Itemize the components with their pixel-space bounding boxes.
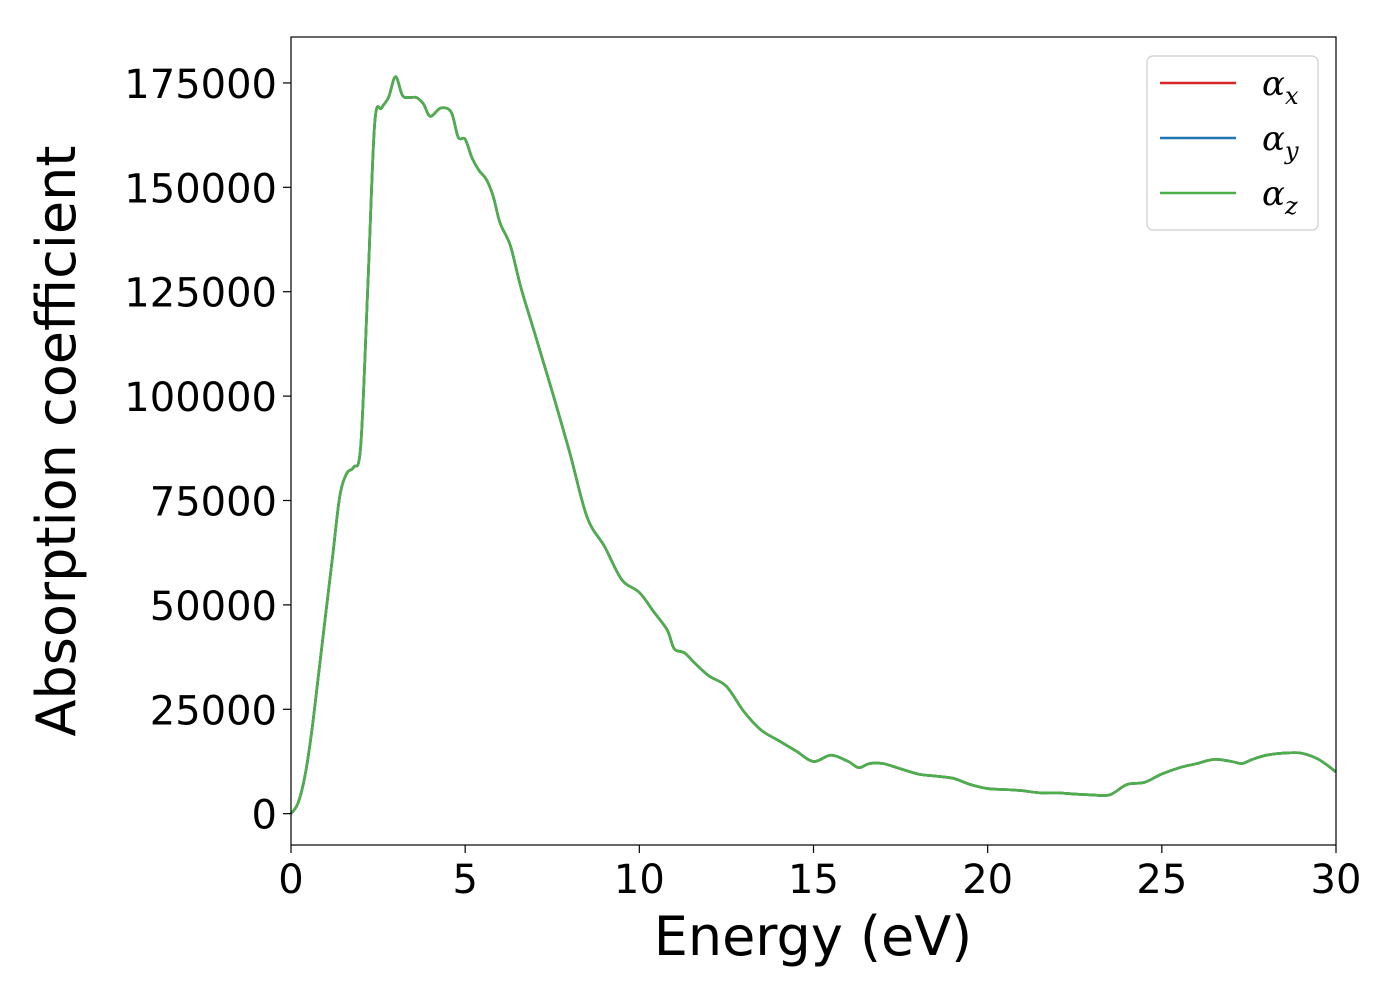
y-tick-label: 125000 — [124, 271, 277, 317]
legend-label-sub: y — [1284, 137, 1299, 165]
legend-label: αy — [1262, 119, 1299, 165]
y-tick-label: 75000 — [150, 480, 277, 526]
y-tick-label: 175000 — [124, 62, 277, 108]
x-tick-label: 20 — [962, 857, 1013, 903]
y-tick-label: 50000 — [150, 584, 277, 630]
y-axis: 0 25000 50000 75000 100000 125000 150000 175000 — [124, 62, 291, 839]
legend-label: αz — [1262, 174, 1298, 220]
series-line-3 — [289, 75, 1337, 815]
x-tick-label: 25 — [1136, 857, 1187, 903]
y-axis-label: Absorption coefficient — [25, 146, 88, 737]
x-tick-label: 15 — [788, 857, 839, 903]
legend-box — [1146, 55, 1319, 231]
x-tick-label: 0 — [278, 857, 303, 903]
legend-label-sub: x — [1285, 82, 1299, 110]
x-tick-label: 10 — [614, 857, 665, 903]
y-tick-label: 150000 — [124, 166, 277, 212]
legend-label-sub: z — [1284, 192, 1298, 220]
x-axis-label: Energy (eV) — [654, 905, 973, 968]
y-tick-label: 0 — [252, 793, 277, 839]
series-layer — [289, 75, 1337, 815]
y-tick-label: 25000 — [150, 688, 277, 734]
x-tick-label: 5 — [452, 857, 477, 903]
legend-label: αx — [1262, 64, 1299, 110]
x-axis: 0 5 10 15 20 25 30 — [278, 845, 1361, 903]
legend-label-base: α — [1262, 174, 1285, 214]
y-tick-label: 100000 — [124, 375, 277, 421]
x-tick-label: 30 — [1311, 857, 1362, 903]
legend-label-base: α — [1262, 64, 1285, 104]
legend-label-base: α — [1262, 119, 1285, 159]
